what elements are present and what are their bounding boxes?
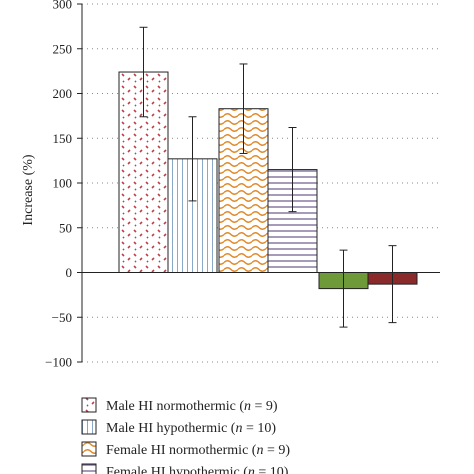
- legend-swatch: [81, 463, 97, 474]
- legend-label: Female HI normothermic (n = 9): [106, 443, 290, 458]
- legend-swatch: [81, 397, 97, 413]
- y-tick-label: −50: [52, 310, 72, 325]
- legend-swatch: [81, 419, 97, 435]
- legend-swatch: [81, 441, 97, 457]
- y-axis-title: Increase (%): [21, 154, 36, 225]
- legend-label: Male HI normothermic (n = 9): [106, 399, 278, 414]
- y-tick-label: 250: [53, 41, 73, 56]
- error-bars: [139, 26, 397, 328]
- legend: Male HI normothermic (n = 9) Male HI hypo…: [81, 397, 290, 474]
- y-tick-label: 300: [53, 0, 73, 12]
- y-tick-label: 200: [53, 86, 73, 101]
- y-tick-label: −100: [45, 355, 72, 370]
- y-tick-label: 100: [53, 176, 73, 191]
- y-ticks: −100 −50 0 50 100 150 200 250 300: [45, 0, 82, 370]
- y-tick-label: 0: [66, 265, 73, 280]
- y-tick-label: 50: [59, 220, 72, 235]
- legend-label: Female HI hypothermic (n = 10): [106, 465, 289, 474]
- legend-label: Male HI hypothermic (n = 10): [106, 421, 276, 436]
- y-tick-label: 150: [53, 131, 73, 146]
- bars: [118, 71, 418, 290]
